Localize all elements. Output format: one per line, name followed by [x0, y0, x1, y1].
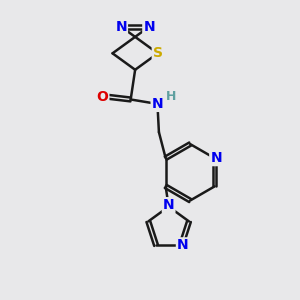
Text: N: N	[163, 198, 175, 212]
Text: N: N	[143, 20, 155, 34]
Text: S: S	[153, 46, 163, 60]
Text: O: O	[97, 89, 108, 103]
Text: N: N	[210, 151, 222, 165]
Text: H: H	[166, 90, 176, 103]
Text: N: N	[152, 97, 163, 111]
Text: N: N	[177, 238, 188, 252]
Text: N: N	[116, 20, 127, 34]
